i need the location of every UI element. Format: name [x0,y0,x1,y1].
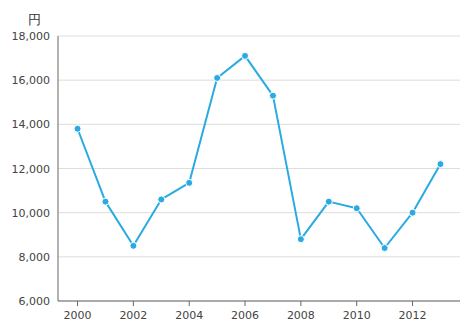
x-tick-mark [412,301,413,306]
chart-svg: 6,000 8,000 10,000 12,000 14,000 16,000 18,000… [0,0,476,331]
y-axis-line [58,36,59,301]
line [78,56,441,248]
point [242,52,249,59]
point [102,198,109,205]
y-tick-label: 10,000 [12,207,51,220]
point [269,92,276,99]
x-tick-label: 2006 [231,309,259,322]
y-tick-label: 16,000 [12,74,51,87]
point [186,179,193,186]
point [130,242,137,249]
y-tick-label: 18,000 [12,30,51,43]
point [74,125,81,132]
x-tick-label: 2004 [175,309,203,322]
point [325,198,332,205]
grid-line [58,301,460,302]
x-axis-line [58,301,460,302]
x-ticks: 2000 2002 2004 2006 2008 2010 2012 [64,301,427,322]
grid-line [58,124,460,125]
x-tick-label: 2010 [343,309,371,322]
chart-container: 6,000 8,000 10,000 12,000 14,000 16,000 18,000… [0,0,476,331]
y-tick-label: 12,000 [12,163,51,176]
x-tick-mark [356,301,357,306]
y-grid [58,36,460,301]
grid-line [58,256,460,257]
point [409,209,416,216]
x-tick-label: 2000 [64,309,92,322]
x-tick-label: 2008 [287,309,315,322]
point [297,236,304,243]
x-tick-label: 2002 [119,309,147,322]
x-tick-mark [189,301,190,306]
y-axis-label: 円 [28,12,41,27]
grid-line [58,80,460,81]
x-tick-mark [133,301,134,306]
x-tick-mark [77,301,78,306]
series-group [74,52,444,251]
grid-line [58,212,460,213]
grid-line [58,36,460,37]
x-tick-mark [300,301,301,306]
grid-line [58,168,460,169]
point [437,161,444,168]
y-tick-labels: 6,000 8,000 10,000 12,000 14,000 16,000 18,000 [12,30,51,308]
y-tick-label: 8,000 [19,251,51,264]
y-tick-label: 6,000 [19,295,51,308]
point [353,205,360,212]
x-tick-mark [245,301,246,306]
y-tick-label: 14,000 [12,118,51,131]
point [381,245,388,252]
x-tick-label: 2012 [399,309,427,322]
point [158,196,165,203]
point [214,74,221,81]
